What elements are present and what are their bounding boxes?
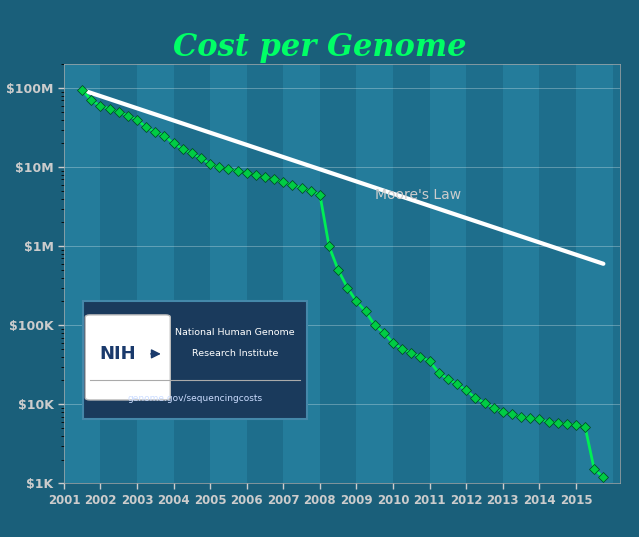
FancyArrowPatch shape — [151, 350, 159, 358]
Bar — [539, 64, 576, 483]
Text: Moore's Law: Moore's Law — [375, 188, 461, 202]
Bar — [466, 64, 503, 483]
Bar — [393, 64, 429, 483]
FancyBboxPatch shape — [83, 301, 307, 419]
Bar — [137, 64, 174, 483]
Bar — [100, 64, 137, 483]
Bar — [429, 64, 466, 483]
FancyBboxPatch shape — [86, 315, 170, 400]
Text: NIH: NIH — [100, 345, 136, 363]
Text: Cost per Genome: Cost per Genome — [173, 32, 466, 63]
Bar — [503, 64, 539, 483]
Bar — [576, 64, 613, 483]
Bar — [320, 64, 357, 483]
Bar — [210, 64, 247, 483]
Bar — [64, 64, 100, 483]
Bar — [174, 64, 210, 483]
Bar — [247, 64, 283, 483]
Bar — [357, 64, 393, 483]
Text: genome.gov/sequencingcosts: genome.gov/sequencingcosts — [127, 394, 263, 403]
Text: National Human Genome: National Human Genome — [175, 328, 295, 337]
Text: Research Institute: Research Institute — [192, 350, 279, 358]
Bar — [283, 64, 320, 483]
